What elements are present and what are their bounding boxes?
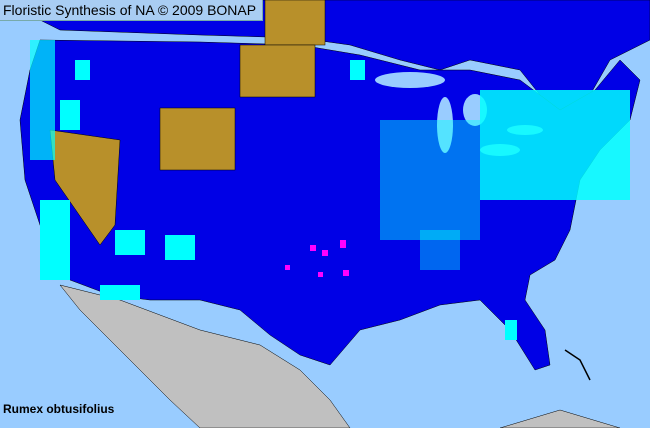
mexico-region	[59, 284, 351, 428]
cuba	[499, 409, 621, 428]
canada-region	[29, 0, 650, 111]
map-title: Floristic Synthesis of NA © 2009 BONAP	[0, 0, 264, 21]
bahamas	[564, 349, 591, 381]
species-label: Rumex obtusifolius	[3, 402, 115, 416]
adventive-states	[49, 0, 326, 246]
present-counties	[30, 40, 630, 340]
rare-counties	[285, 240, 349, 277]
